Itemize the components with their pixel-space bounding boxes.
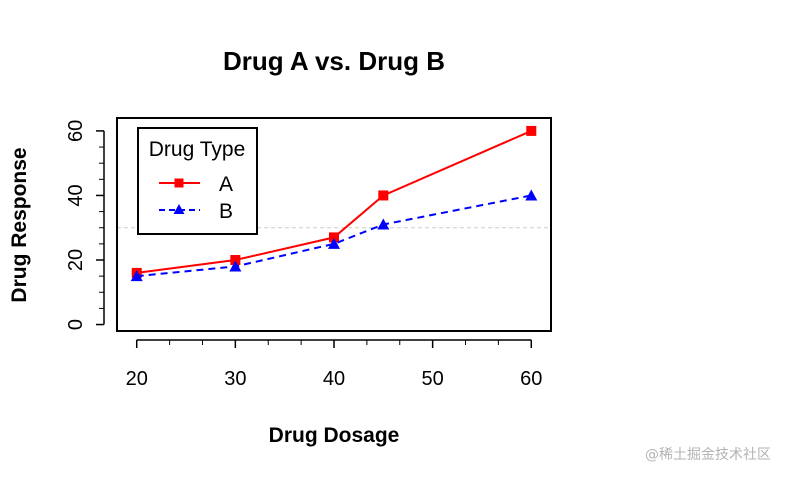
x-tick-label: 50 xyxy=(422,368,444,390)
legend-item-b: B xyxy=(159,200,233,223)
data-point-b xyxy=(130,270,143,282)
legend-label-b: B xyxy=(219,200,233,223)
data-point-b xyxy=(377,218,390,230)
y-axis-label: Drug Response xyxy=(8,147,31,302)
x-tick-label: 30 xyxy=(224,368,246,390)
x-tick-label: 20 xyxy=(126,368,148,390)
legend-box xyxy=(137,127,258,235)
legend-item-a: A xyxy=(159,173,233,196)
y-tick-label: 40 xyxy=(65,184,87,206)
x-tick-label: 40 xyxy=(323,368,345,390)
series-layer xyxy=(130,125,538,282)
data-point-a xyxy=(526,125,537,136)
x-axis-label: Drug Dosage xyxy=(269,424,400,447)
data-point-a xyxy=(378,190,389,201)
legend-marker-b xyxy=(173,204,185,214)
x-tick-label: 60 xyxy=(520,368,542,390)
legend-title: Drug Type xyxy=(149,138,246,161)
data-point-a xyxy=(329,232,339,243)
data-point-b xyxy=(525,189,538,201)
legend-marker-a xyxy=(174,178,184,188)
chart-title: Drug A vs. Drug B xyxy=(223,46,445,76)
plot-frame xyxy=(116,117,552,332)
data-point-b xyxy=(328,237,340,249)
legend: Drug Type A B xyxy=(137,127,258,235)
legend-label-a: A xyxy=(219,173,233,196)
axis-layer: 20 30 40 50 60 0 20 40 60 xyxy=(65,120,542,390)
y-tick-label: 20 xyxy=(65,249,87,271)
y-tick-label: 60 xyxy=(65,120,87,142)
y-tick-label: 0 xyxy=(65,319,87,330)
watermark: @稀土掘金技术社区 xyxy=(645,447,771,463)
series-line-b xyxy=(136,194,532,278)
data-point-a xyxy=(230,255,241,265)
data-point-b xyxy=(229,260,242,272)
